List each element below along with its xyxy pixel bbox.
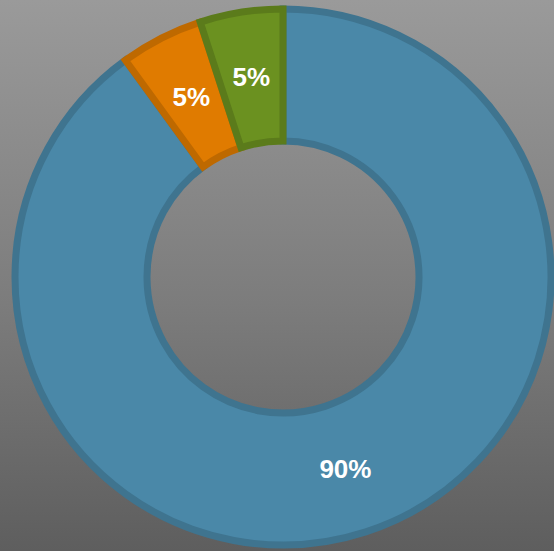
svg-text:90%: 90% bbox=[319, 454, 371, 484]
svg-text:5%: 5% bbox=[233, 62, 271, 92]
svg-text:5%: 5% bbox=[173, 82, 211, 112]
